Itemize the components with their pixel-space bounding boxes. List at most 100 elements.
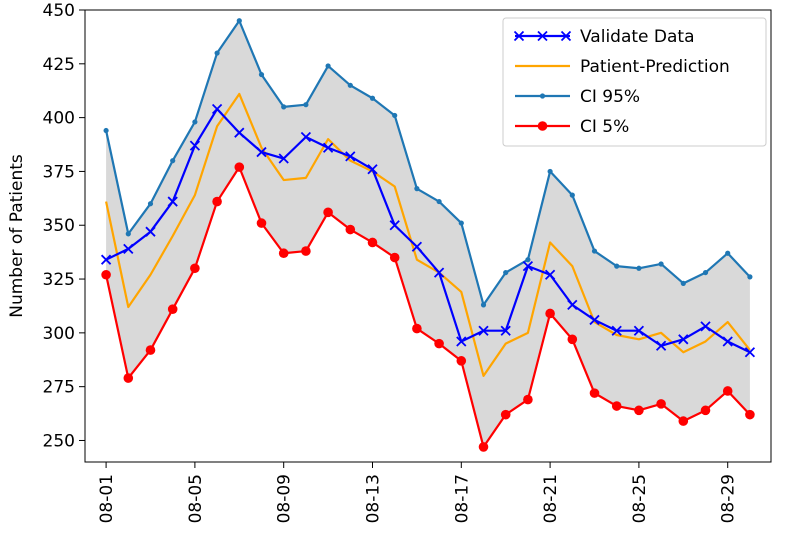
data-point [545,308,555,319]
data-point [167,304,178,314]
data-point [145,345,156,355]
data-point [569,192,575,198]
ci-band-fill [106,20,750,447]
data-point [211,103,223,115]
data-point [591,248,598,254]
legend-label: Validate Data [580,27,695,47]
data-point [503,269,509,276]
data-point [456,356,467,366]
legend-item-ci-95: CI 95% [515,87,640,107]
ci-95-line [105,19,751,306]
data-point [278,153,289,164]
x-tick-label: 08-09 [275,474,295,523]
data-point [303,102,309,108]
data-point [523,394,533,405]
plot-frame [84,9,772,463]
y-tick-label: 450 [43,1,75,21]
data-point [170,158,176,164]
x-tick-label: 08-25 [630,474,650,523]
data-point [369,95,376,101]
y-tick-label: 400 [43,109,75,129]
data-point [412,323,422,334]
data-point [300,131,312,143]
y-tick-label: 325 [43,270,75,290]
data-point [433,267,445,278]
data-point [281,104,287,110]
y-axis-title: Number of Patients [7,154,27,318]
data-point [147,201,154,207]
axes [84,9,772,463]
data-point [436,198,442,205]
data-point [700,321,711,332]
data-point [167,196,178,207]
series-validate-data [100,103,756,358]
data-point [367,237,378,248]
x-tick-label: 08-05 [186,474,206,523]
series-ci-95 [103,18,753,308]
data-point [190,263,200,274]
legend-marker [513,30,525,42]
data-point [747,274,753,280]
data-point [700,405,711,416]
data-point [702,269,709,276]
data-point [678,334,689,345]
y-tick-label: 300 [43,324,75,344]
data-point [258,71,265,78]
data-point [345,151,356,162]
data-point [392,112,398,119]
data-point [725,250,731,256]
confidence-band [106,20,750,447]
data-point [234,127,245,138]
data-point [680,280,686,286]
data-point [722,336,733,347]
x-tick-label: 08-21 [541,474,561,523]
data-point [411,241,423,252]
data-point [678,416,689,426]
data-point [389,220,400,231]
data-point [278,248,289,259]
data-point [722,386,733,396]
x-tick-label: 08-17 [452,474,472,523]
data-point [256,218,267,228]
legend-marker [560,30,572,42]
data-point [322,142,334,153]
data-point [234,162,245,172]
y-axis-ticks: 250 275 300 325 350 375 400 425 450 [43,1,85,451]
series-patient-prediction [105,92,751,377]
data-point [301,246,311,256]
data-point [525,257,531,263]
series-layer [100,18,756,452]
data-point [123,373,134,383]
data-point [125,231,131,237]
legend-item-patient-prediction: Patient-Prediction [515,57,730,77]
x-tick-label: 08-01 [97,474,117,523]
data-point [567,299,578,311]
data-point [634,405,644,416]
data-point [500,409,511,420]
data-point [636,265,642,271]
x-axis-ticks: 08-01 08-05 08-09 08-13 08-17 08-21 08-25 08-29 [97,462,739,523]
data-point [389,252,400,263]
data-point [456,336,467,347]
data-point [347,82,353,88]
data-point [192,119,198,125]
data-point [589,388,600,398]
legend-label: CI 5% [580,117,629,137]
data-point [323,207,333,218]
legend-marker [537,121,548,131]
data-point [544,269,556,280]
y-tick-label: 375 [43,162,75,182]
data-point [101,269,111,280]
data-point [458,220,464,226]
x-tick-label: 08-13 [364,474,384,523]
data-point [100,254,112,265]
legend-marker [537,30,548,42]
y-tick-label: 425 [43,55,75,75]
data-point [611,325,622,336]
y-tick-label: 275 [43,378,75,398]
legend-label: CI 95% [580,87,640,107]
data-point [325,63,331,69]
data-point [658,261,664,267]
data-point [103,127,109,134]
